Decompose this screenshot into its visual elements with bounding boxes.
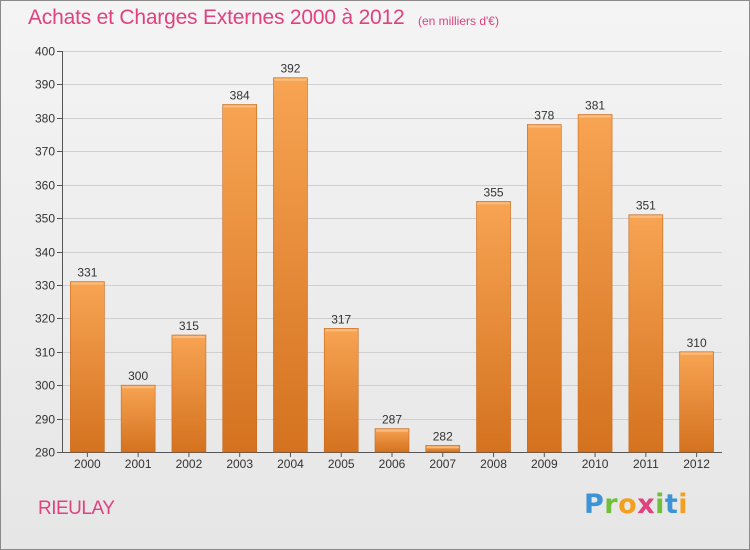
bar-highlight: [579, 115, 612, 118]
value-label: 315: [179, 319, 199, 333]
value-label: 287: [382, 413, 402, 427]
value-label: 300: [128, 369, 148, 383]
bar-2004: [273, 77, 308, 453]
bar-highlight: [426, 446, 459, 449]
y-tick-label: 360: [35, 179, 55, 193]
x-tick-label: 2006: [379, 457, 406, 471]
grid-lines: [62, 51, 722, 453]
logo-letter: o: [618, 489, 638, 520]
bar-2008: [476, 201, 511, 453]
x-tick-label: 2008: [480, 457, 507, 471]
bar-2005: [323, 328, 359, 453]
x-tick-label: 2005: [328, 457, 355, 471]
bar-highlight: [376, 429, 408, 432]
bar-highlight: [680, 352, 713, 355]
chart-subtitle: (en milliers d'€): [418, 14, 499, 28]
bar-2010: [577, 114, 613, 453]
x-tick-label: 2012: [683, 457, 710, 471]
y-tick-label: 400: [35, 45, 55, 59]
y-tick-label: 370: [35, 145, 55, 159]
axes: [57, 51, 722, 457]
bar-highlight: [325, 329, 358, 332]
value-label: 351: [636, 199, 656, 213]
value-label: 381: [585, 98, 605, 112]
y-tick-label: 310: [35, 346, 55, 360]
x-tick-label: 2001: [125, 457, 152, 471]
value-label: 317: [331, 312, 351, 326]
y-tick-label: 330: [35, 279, 55, 293]
x-tick-label: 2007: [429, 457, 456, 471]
y-tick-label: 340: [35, 246, 55, 260]
value-label: 384: [230, 88, 250, 102]
bar-highlight: [528, 125, 561, 128]
x-tick-label: 2000: [74, 457, 101, 471]
logo-letter: r: [604, 489, 619, 520]
proxiti-logo[interactable]: Proxiti: [584, 489, 688, 520]
y-tick-label: 380: [35, 112, 55, 126]
value-label: 310: [687, 336, 707, 350]
value-label: 355: [484, 185, 504, 199]
bar-highlight: [629, 215, 662, 218]
y-tick-label: 280: [35, 446, 55, 460]
x-tick-label: 2002: [176, 457, 203, 471]
bar-2002: [171, 334, 207, 453]
commune-name: RIEULAY: [38, 498, 115, 519]
chart-title: Achats et Charges Externes 2000 à 2012: [28, 6, 405, 29]
x-tick-label: 2003: [226, 457, 253, 471]
value-label: 378: [534, 109, 554, 123]
value-label: 392: [280, 62, 300, 76]
bar-highlight: [477, 202, 510, 205]
y-tick-label: 320: [35, 312, 55, 326]
value-label: 331: [77, 266, 97, 280]
y-tick-label: 350: [35, 212, 55, 226]
bar-2001: [120, 384, 156, 453]
bar-highlight: [71, 282, 104, 285]
logo-letter: i: [655, 489, 665, 520]
y-tick-label: 290: [35, 413, 55, 427]
x-tick-label: 2011: [633, 457, 659, 471]
logo-letter: t: [664, 489, 679, 520]
logo-letter: i: [678, 489, 689, 520]
bar-2007: [425, 445, 461, 453]
x-tick-label: 2009: [531, 457, 558, 471]
bar-2012: [679, 351, 714, 453]
logo-letter: x: [637, 489, 656, 520]
bar-2009: [527, 124, 562, 453]
bar-2000: [70, 281, 105, 453]
x-tick-label: 2004: [277, 457, 304, 471]
y-tick-label: 390: [35, 78, 55, 92]
bar-highlight: [172, 336, 205, 339]
bars: [70, 77, 714, 453]
x-tick-label: 2010: [582, 457, 609, 471]
bar-2011: [628, 214, 664, 453]
bar-2006: [374, 428, 410, 453]
bar-highlight: [122, 386, 155, 389]
bar-highlight: [274, 78, 307, 81]
bar-2003: [222, 104, 257, 453]
labels: 280 290 300 310 320 330 340 350 360 370 380 390 400 3…: [35, 45, 710, 472]
y-tick-label: 300: [35, 379, 55, 393]
value-label: 282: [433, 429, 453, 443]
logo-letter: P: [584, 489, 605, 520]
bar-highlight: [223, 105, 256, 108]
